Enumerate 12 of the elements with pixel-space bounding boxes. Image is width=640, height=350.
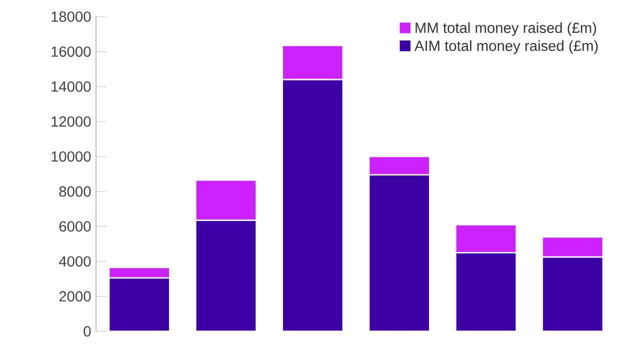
legend-label: MM total money raised (£m)	[416, 22, 596, 36]
y-tick-label: 16000	[52, 46, 91, 57]
y-tick-label: 18000	[52, 11, 91, 22]
y-tick-label: 8000	[59, 186, 91, 197]
y-tick-label: 12000	[52, 116, 91, 127]
y-tick-label: 6000	[59, 221, 91, 232]
legend-label: AIM total money raised (£m)	[414, 40, 598, 54]
y-tick-label: 4000	[59, 256, 91, 267]
y-tick-label: 14000	[52, 81, 91, 92]
y-tick-label: 10000	[52, 151, 91, 162]
y-tick-label: 0	[84, 326, 91, 337]
y-tick-label: 2000	[59, 291, 91, 302]
